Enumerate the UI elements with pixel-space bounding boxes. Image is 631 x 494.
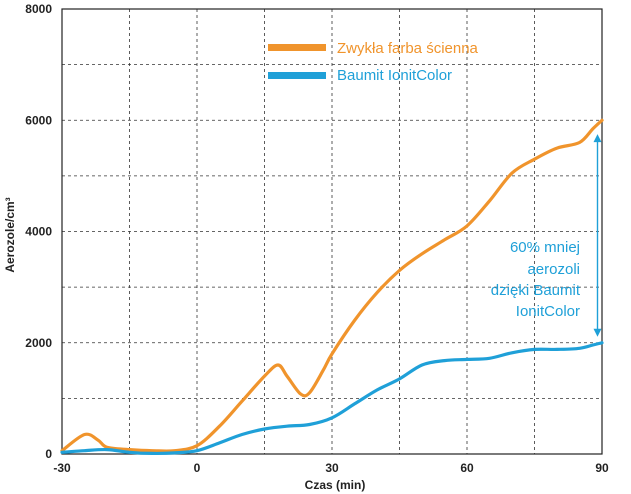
y-tick-label: 0 <box>45 447 52 461</box>
legend: Zwykła farba ścienna Baumit IonitColor <box>268 40 479 84</box>
annotation-arrowhead-down <box>593 328 602 337</box>
x-tick-label: 90 <box>595 461 609 475</box>
legend-swatch-blue <box>268 72 326 79</box>
y-tick-label: 4000 <box>25 225 52 239</box>
y-tick-label: 8000 <box>25 2 52 16</box>
annotation-line-1: 60% mniej <box>510 239 580 256</box>
legend-label-blue: Baumit IonitColor <box>337 67 452 84</box>
annotation-line-3: dzięki Baumit <box>491 282 581 299</box>
x-tick-label: 30 <box>325 461 339 475</box>
series-line-zwykla-farba <box>60 118 604 453</box>
grid-lines <box>62 9 602 454</box>
legend-label-orange: Zwykła farba ścienna <box>337 40 479 57</box>
x-tick-label: -30 <box>53 461 71 475</box>
x-tick-label: 60 <box>460 461 474 475</box>
annotation-arrow <box>593 134 602 337</box>
series-line-baumit-ionitcolor <box>60 341 604 456</box>
plot-frame <box>61 8 603 455</box>
x-tick-labels: -30 0 30 60 90 <box>53 461 609 475</box>
annotation-line-4: IonitColor <box>516 303 580 320</box>
y-tick-label: 6000 <box>25 113 52 127</box>
annotation: 60% mniej aerozoli dzięki Baumit IonitCo… <box>491 134 602 337</box>
x-axis-label: Czas (min) <box>305 478 366 492</box>
x-tick-label: 0 <box>194 461 201 475</box>
annotation-arrowhead-up <box>593 134 602 143</box>
y-axis-label: Aerozole/cm³ <box>3 197 17 272</box>
y-tick-labels: 0 2000 4000 6000 8000 <box>25 2 52 461</box>
series-layer <box>60 118 604 456</box>
annotation-line-2: aerozoli <box>527 261 580 278</box>
legend-swatch-orange <box>268 44 326 51</box>
y-tick-label: 2000 <box>25 336 52 350</box>
